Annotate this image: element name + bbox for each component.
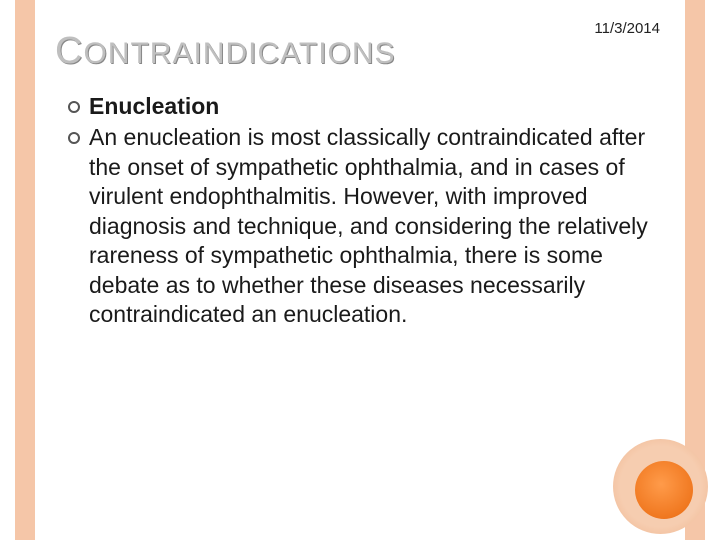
bullet-icon: [68, 132, 80, 144]
corner-decoration: [613, 439, 708, 534]
circle-inner: [635, 461, 693, 519]
title-first-letter: C: [55, 30, 83, 72]
slide-date: 11/3/2014: [594, 20, 660, 37]
left-stripe: [15, 0, 35, 540]
slide-content: Enucleation An enucleation is most class…: [68, 92, 660, 332]
bullet-icon: [68, 101, 80, 113]
list-item: An enucleation is most classically contr…: [68, 123, 660, 329]
title-rest: ONTRAINDICATIONS: [83, 37, 395, 70]
slide-title: CONTRAINDICATIONS: [55, 30, 396, 73]
bullet-text: An enucleation is most classically contr…: [89, 123, 660, 329]
slide: 11/3/2014 CONTRAINDICATIONS Enucleation …: [0, 0, 720, 540]
list-item: Enucleation: [68, 92, 660, 121]
bullet-text: Enucleation: [89, 92, 660, 121]
